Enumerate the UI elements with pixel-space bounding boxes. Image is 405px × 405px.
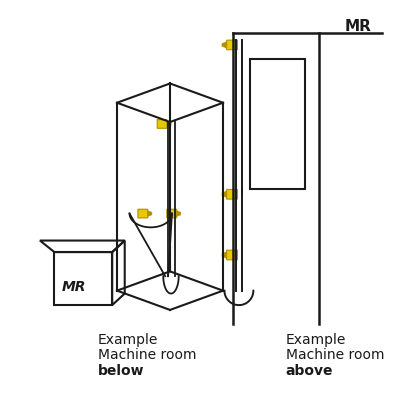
Polygon shape [147, 211, 151, 217]
Polygon shape [166, 210, 178, 218]
Polygon shape [224, 251, 237, 260]
Polygon shape [157, 120, 168, 129]
Bar [249, 60, 304, 190]
Text: MR: MR [62, 279, 86, 293]
Text: Example: Example [285, 332, 345, 346]
Polygon shape [222, 192, 226, 198]
Polygon shape [222, 252, 226, 258]
Text: Example: Example [98, 332, 158, 346]
Text: MR: MR [343, 19, 371, 34]
Polygon shape [222, 43, 226, 49]
Polygon shape [176, 211, 180, 217]
Text: Machine room: Machine room [285, 347, 383, 362]
Polygon shape [166, 122, 171, 127]
Polygon shape [224, 190, 237, 200]
Text: above: above [285, 363, 333, 377]
Text: below: below [98, 363, 144, 377]
Polygon shape [138, 210, 149, 218]
Text: Machine room: Machine room [98, 347, 196, 362]
Polygon shape [224, 41, 237, 51]
